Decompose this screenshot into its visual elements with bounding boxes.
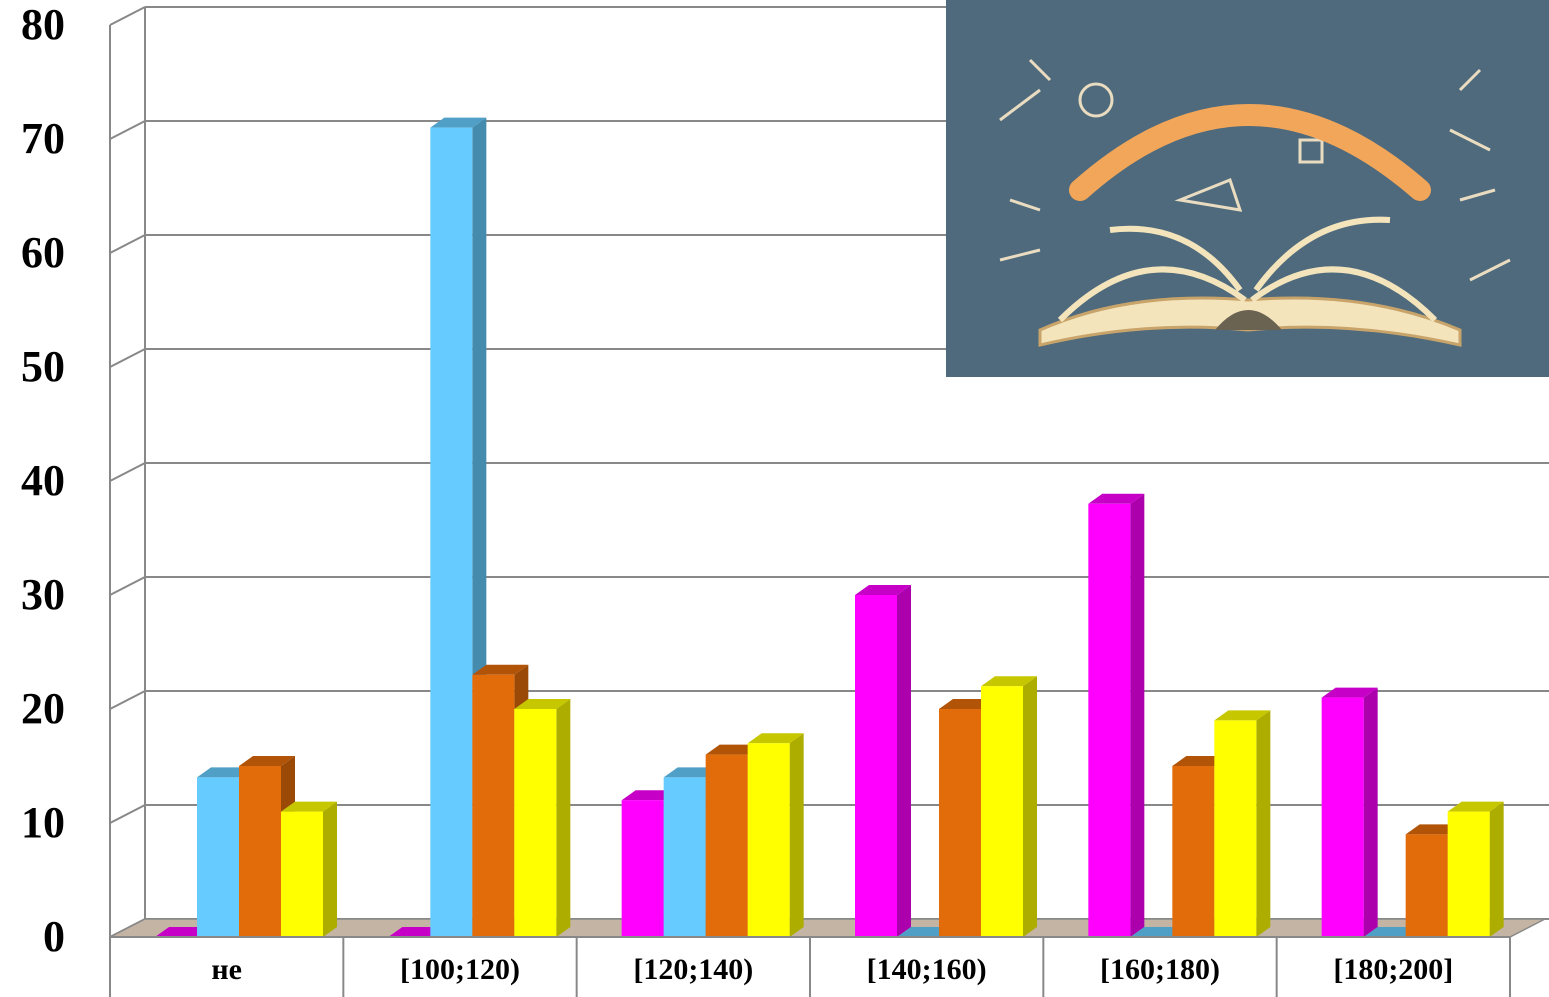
- grid-line-side: [109, 690, 146, 710]
- bar: [1321, 697, 1364, 937]
- x-tick-label: [100;120): [400, 953, 520, 986]
- book-spine: [1215, 310, 1282, 330]
- bar-top: [1214, 710, 1271, 721]
- bar: [939, 709, 981, 937]
- bar-side: [556, 699, 571, 937]
- bar: [621, 800, 664, 937]
- bar-side: [1256, 710, 1271, 937]
- x-tick-label: [120;140): [633, 953, 753, 986]
- y-tick-label: 80: [21, 0, 65, 49]
- bar-top: [855, 585, 911, 595]
- bar: [239, 766, 281, 937]
- y-tick-label: 50: [21, 342, 65, 391]
- illustration-arc: [1069, 104, 1431, 201]
- illustration: [946, 0, 1549, 377]
- x-tick-label: [180;200]: [1333, 953, 1453, 986]
- bar-side: [1489, 801, 1504, 937]
- bar-side: [789, 733, 804, 937]
- illustration-doodles: [999, 58, 1511, 282]
- grid-line-side: [109, 348, 146, 368]
- bar-top: [430, 117, 487, 128]
- bar-top: [1088, 493, 1145, 504]
- bar-top: [281, 801, 337, 812]
- book-pages: [1057, 216, 1438, 323]
- x-tick-label: [160;180): [1100, 953, 1220, 986]
- bar-side: [897, 585, 911, 937]
- x-tick-label: не: [211, 953, 242, 986]
- bar-top: [1447, 801, 1504, 812]
- y-tick-label: 30: [21, 570, 65, 619]
- bar-top: [981, 676, 1037, 687]
- bar-top: [1321, 687, 1378, 698]
- y-tick-label: 70: [21, 114, 65, 163]
- bar: [197, 777, 239, 937]
- bar-side: [323, 801, 337, 937]
- y-tick-label: 60: [21, 228, 65, 277]
- y-tick-label: 10: [21, 798, 65, 847]
- axes: 0 10 20 30 40 50 60 70 80 не [100;120) [120;140) [14…: [21, 0, 1511, 997]
- bars: [155, 117, 1504, 938]
- bar: [747, 743, 790, 937]
- bar: [663, 777, 706, 937]
- bar: [855, 595, 897, 937]
- grid-line-side: [109, 462, 146, 482]
- y-tick-label: 0: [43, 912, 65, 961]
- bar: [472, 674, 515, 937]
- x-tick-label: [140;160): [867, 953, 987, 986]
- bar: [514, 709, 557, 937]
- bar: [981, 686, 1023, 937]
- bar-side: [1023, 676, 1037, 937]
- bar-top: [472, 664, 529, 675]
- bar-top: [747, 733, 804, 744]
- grid-line-side: [109, 576, 146, 596]
- bar-top: [514, 699, 571, 709]
- bar-side: [1130, 493, 1145, 937]
- bar: [1088, 503, 1131, 937]
- bar: [705, 754, 748, 937]
- bar-side: [1363, 687, 1378, 937]
- bar: [430, 127, 473, 938]
- grid-line-side: [109, 804, 146, 824]
- bar: [1214, 720, 1257, 937]
- bar: [1172, 766, 1215, 937]
- grid-line-side: [109, 120, 146, 140]
- bar: [281, 811, 323, 937]
- y-tick-label: 40: [21, 456, 65, 505]
- grid-line-side: [109, 6, 146, 26]
- bar: [1405, 834, 1448, 937]
- y-tick-label: 20: [21, 684, 65, 733]
- bar-top: [239, 756, 295, 766]
- bar: [1447, 811, 1490, 937]
- grid-line-side: [109, 234, 146, 254]
